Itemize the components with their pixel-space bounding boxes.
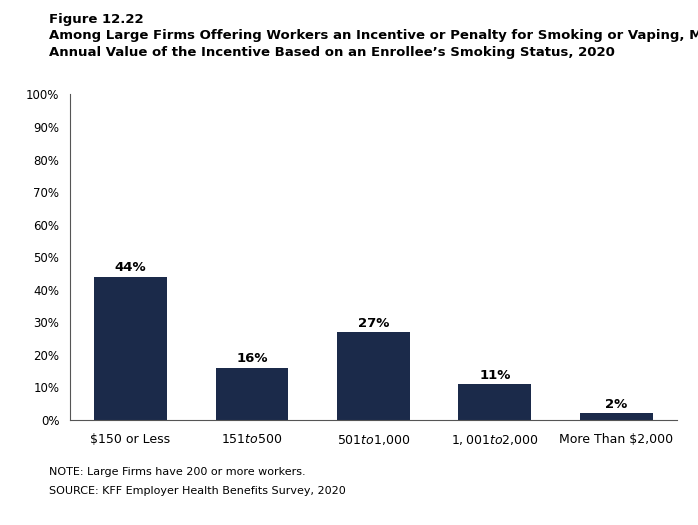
Bar <box>337 332 410 420</box>
Text: 11%: 11% <box>480 369 510 382</box>
Text: Annual Value of the Incentive Based on an Enrollee’s Smoking Status, 2020: Annual Value of the Incentive Based on a… <box>49 46 615 59</box>
Text: Among Large Firms Offering Workers an Incentive or Penalty for Smoking or Vaping: Among Large Firms Offering Workers an In… <box>49 29 698 42</box>
Bar <box>94 277 167 420</box>
Text: 2%: 2% <box>605 398 628 411</box>
Text: Figure 12.22: Figure 12.22 <box>49 13 144 26</box>
Bar <box>216 368 288 420</box>
Text: 16%: 16% <box>236 352 268 365</box>
Text: 44%: 44% <box>114 261 147 274</box>
Bar <box>580 414 653 420</box>
Text: NOTE: Large Firms have 200 or more workers.: NOTE: Large Firms have 200 or more worke… <box>49 467 306 477</box>
Text: 27%: 27% <box>358 317 389 330</box>
Bar <box>459 384 531 420</box>
Text: SOURCE: KFF Employer Health Benefits Survey, 2020: SOURCE: KFF Employer Health Benefits Sur… <box>49 486 346 496</box>
